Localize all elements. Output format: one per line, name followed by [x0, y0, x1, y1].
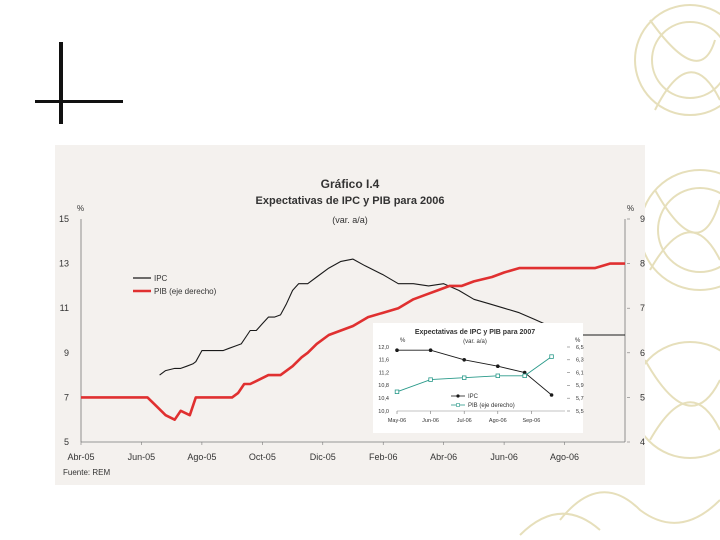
y-tick-label: 13: [59, 259, 69, 269]
data-point-ipc: [428, 348, 433, 352]
inset-chart: Expectativas de IPC y PIB para 2007 (var…: [373, 323, 584, 433]
x-tick-label: Ago-06: [489, 418, 507, 424]
y2-tick-label: 5,7: [576, 396, 584, 402]
y2-tick-label: 6,3: [576, 358, 584, 364]
series-line-ipc: [397, 349, 552, 396]
inset-title: Expectativas de IPC y PIB para 2007: [415, 329, 535, 336]
series-line-pib: [396, 356, 552, 393]
inset-legend-label-pib: PIB (eje derecho): [468, 403, 515, 409]
y2-tick-label: 5,5: [576, 409, 584, 415]
y2-tick-label: 9: [640, 214, 645, 224]
watermark-ornament: [519, 4, 720, 536]
y2-tick-label: 5,9: [576, 383, 584, 389]
inset-unit-note: (var. a/a): [463, 339, 487, 345]
y-tick-label: 7: [64, 392, 69, 402]
y-tick-label: 11,2: [379, 370, 389, 376]
y-tick-label: 11,6: [379, 358, 389, 364]
y2-tick-label: 4: [640, 437, 645, 447]
main-chart-svg: Gráfico I.4 Expectativas de IPC y PIB pa…: [59, 177, 645, 477]
x-tick-label: May-06: [388, 418, 406, 424]
x-tick-label: Ago-05: [187, 452, 216, 462]
chart-title: Gráfico I.4: [321, 177, 380, 191]
inset-left-axis-unit: %: [400, 338, 406, 344]
y2-tick-label: 8: [640, 259, 645, 269]
data-point-ipc: [549, 393, 554, 397]
y2-tick-label: 6: [640, 348, 645, 358]
y-tick-label: 9: [64, 348, 69, 358]
legend-label-pib: PIB (eje derecho): [154, 287, 217, 296]
inset-legend-marker-ipc: [456, 394, 460, 398]
data-point-pib: [495, 373, 500, 378]
data-point-ipc: [395, 348, 399, 352]
corner-horizontal-bar: [35, 100, 123, 103]
chart-subtitle: Expectativas de IPC y PIB para 2006: [256, 195, 445, 207]
x-tick-label: Abr-06: [430, 452, 457, 462]
corner-vertical-bar: [59, 42, 63, 124]
left-axis-unit: %: [77, 204, 84, 213]
y2-tick-label: 6,1: [576, 370, 584, 376]
inset-legend-label-ipc: IPC: [468, 394, 479, 400]
y2-tick-label: 6,5: [576, 345, 584, 351]
right-axis-unit: %: [627, 204, 634, 213]
data-point-ipc: [522, 370, 527, 375]
chart-panel: Gráfico I.4 Expectativas de IPC y PIB pa…: [55, 145, 645, 485]
data-point-pib: [522, 373, 527, 378]
legend-label-ipc: IPC: [154, 274, 168, 283]
x-tick-label: Jul-06: [457, 418, 472, 424]
data-point-ipc: [496, 364, 500, 368]
y-tick-label: 11: [60, 303, 69, 313]
source-note: Fuente: REM: [63, 468, 110, 477]
x-tick-label: Jun-06: [422, 418, 439, 424]
x-tick-label: Feb-06: [369, 452, 398, 462]
series-line-ipc: [159, 258, 625, 376]
chart-unit-note: (var. a/a): [332, 215, 368, 225]
x-tick-label: Oct-05: [249, 452, 276, 462]
x-tick-label: Sep-06: [523, 418, 541, 424]
x-tick-label: Dic-05: [310, 452, 336, 462]
inset-background: [373, 323, 583, 433]
y2-tick-label: 7: [640, 303, 645, 313]
data-point-pib: [549, 354, 554, 359]
x-tick-label: Jun-05: [128, 452, 156, 462]
y-tick-label: 10,4: [378, 396, 389, 402]
y-tick-label: 10,0: [378, 409, 389, 415]
data-point-pib: [428, 377, 433, 382]
data-point-pib: [461, 375, 467, 380]
y-tick-label: 5: [64, 437, 69, 447]
data-point-ipc: [462, 358, 467, 362]
x-tick-label: Ago-06: [550, 452, 579, 462]
y-tick-label: 15: [59, 214, 69, 224]
x-tick-label: Abr-05: [67, 452, 94, 462]
y2-tick-label: 5: [640, 392, 645, 402]
inset-right-axis-unit: %: [575, 338, 581, 344]
series-line-pib: [81, 262, 625, 422]
x-tick-label: Jun-06: [490, 452, 518, 462]
y-tick-label: 10,8: [378, 383, 389, 389]
y-tick-label: 12,0: [378, 345, 389, 351]
inset-legend-marker-pib: [456, 403, 460, 407]
data-point-pib: [394, 389, 400, 394]
